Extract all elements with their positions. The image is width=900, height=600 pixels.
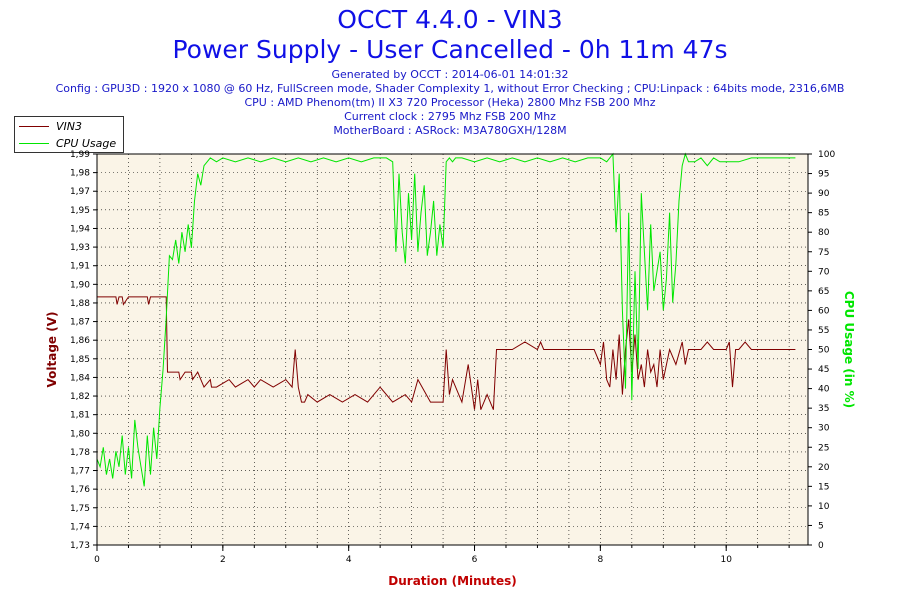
x-tick-label: 0 xyxy=(94,555,100,565)
x-tick-label: 8 xyxy=(597,555,603,565)
y-tick-label: 1,99 xyxy=(70,150,90,160)
y2-tick-label: 60 xyxy=(818,306,830,316)
y-tick-label: 1,86 xyxy=(70,336,90,346)
y2-tick-label: 15 xyxy=(818,482,829,492)
y2-tick-label: 40 xyxy=(818,385,830,395)
y-tick-label: 1,88 xyxy=(70,299,90,309)
legend-label-vin3: VIN3 xyxy=(56,119,82,133)
y-tick-label: 1,97 xyxy=(70,187,90,197)
y2-tick-label: 95 xyxy=(818,170,829,180)
y2-tick-label: 85 xyxy=(818,209,829,219)
vin3-series-line xyxy=(97,296,796,410)
x-tick-label: 4 xyxy=(346,555,352,565)
chart-legend: VIN3 CPU Usage xyxy=(14,116,124,153)
y2-tick-label: 30 xyxy=(818,424,830,434)
info-current-clock: Current clock : 2795 Mhz FSB 200 Mhz xyxy=(344,110,556,123)
y-axis-title: Voltage (V) xyxy=(45,312,59,388)
y-tick-label: 1,82 xyxy=(70,392,90,402)
y2-tick-label: 45 xyxy=(818,365,829,375)
y-tick-label: 1,91 xyxy=(70,262,90,272)
y-tick-label: 1,73 xyxy=(70,541,90,551)
y2-tick-label: 0 xyxy=(818,541,824,551)
y2-tick-label: 90 xyxy=(818,189,830,199)
info-motherboard: MotherBoard : ASRock: M3A780GXH/128M xyxy=(333,124,567,137)
y-tick-label: 1,98 xyxy=(70,169,90,179)
y2-tick-label: 35 xyxy=(818,404,829,414)
y2-axis-title: CPU Usage (in %) xyxy=(842,291,856,408)
y-tick-label: 1,74 xyxy=(70,522,90,532)
plot-frame xyxy=(96,153,809,546)
y-tick-label: 1,75 xyxy=(70,504,90,514)
y2-tick-label: 5 xyxy=(818,521,824,531)
y2-tick-label: 10 xyxy=(818,502,830,512)
cpu-usage-series-line xyxy=(96,152,796,487)
chart-subtitle: Power Supply - User Cancelled - 0h 11m 4… xyxy=(172,35,728,64)
y-tick-label: 1,77 xyxy=(70,467,90,477)
y2-tick-label: 50 xyxy=(818,346,830,356)
y2-tick-label: 25 xyxy=(818,443,829,453)
y-tick-label: 1,76 xyxy=(70,485,90,495)
legend-label-cpu-usage: CPU Usage xyxy=(56,136,117,150)
legend-item-cpu-usage: CPU Usage xyxy=(15,135,116,151)
legend-swatch-vin3 xyxy=(19,125,49,127)
y-tick-label: 1,87 xyxy=(70,318,90,328)
y2-tick-label: 100 xyxy=(818,150,835,160)
x-axis-title: Duration (Minutes) xyxy=(388,574,516,588)
y-tick-label: 1,80 xyxy=(70,429,90,439)
y-tick-label: 1,85 xyxy=(70,355,90,365)
x-tick-label: 10 xyxy=(720,555,732,565)
y2-tick-label: 65 xyxy=(818,287,829,297)
y-tick-label: 1,94 xyxy=(70,224,90,234)
x-tick-label: 2 xyxy=(220,555,226,565)
info-cpu: CPU : AMD Phenom(tm) II X3 720 Processor… xyxy=(244,96,656,109)
info-config: Config : GPU3D : 1920 x 1080 @ 60 Hz, Fu… xyxy=(55,82,845,95)
y-tick-label: 1,90 xyxy=(70,280,90,290)
y2-tick-label: 20 xyxy=(818,463,830,473)
y-tick-label: 1,78 xyxy=(70,448,90,458)
y2-tick-label: 55 xyxy=(818,326,829,336)
y2-tick-label: 70 xyxy=(818,267,830,277)
info-generated: Generated by OCCT : 2014-06-01 14:01:32 xyxy=(331,68,569,81)
chart-title: OCCT 4.4.0 - VIN3 xyxy=(337,5,563,34)
x-tick-label: 6 xyxy=(472,555,478,565)
y2-tick-label: 80 xyxy=(818,228,830,238)
y-tick-label: 1,81 xyxy=(70,411,90,421)
y-tick-label: 1,84 xyxy=(70,373,90,383)
legend-item-vin3: VIN3 xyxy=(15,118,82,134)
y-tick-label: 1,95 xyxy=(70,206,90,216)
y-tick-label: 1,93 xyxy=(70,243,90,253)
legend-swatch-cpu-usage xyxy=(19,142,49,144)
y2-tick-label: 75 xyxy=(818,248,829,258)
